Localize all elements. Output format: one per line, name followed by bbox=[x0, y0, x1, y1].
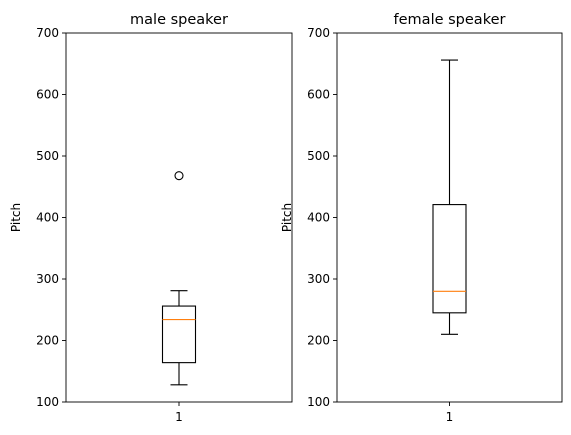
male-y-tick-label: 300 bbox=[36, 272, 59, 286]
female-y-tick-label: 100 bbox=[307, 395, 330, 409]
female-y-tick-label: 700 bbox=[307, 26, 330, 40]
female-y-tick-label: 500 bbox=[307, 149, 330, 163]
male-y-axis-label: Pitch bbox=[9, 203, 23, 232]
male-x-tick-label: 1 bbox=[175, 410, 183, 424]
male-outlier bbox=[174, 171, 184, 181]
male-y-tick-label: 100 bbox=[36, 395, 59, 409]
male-y-tick-label: 400 bbox=[36, 211, 59, 225]
female-y-axis-label: Pitch bbox=[280, 203, 294, 232]
female-x-tick-label: 1 bbox=[446, 410, 454, 424]
male-speaker-panel: male speaker 100 200 300 400 500 600 700 Pitch 1 bbox=[9, 12, 293, 424]
female-speaker-panel: female speaker 100 200 300 400 500 600 700 Pitch… bbox=[280, 12, 563, 424]
male-box bbox=[161, 305, 197, 364]
male-y-tick-label: 500 bbox=[36, 149, 59, 163]
female-y-tick-label: 300 bbox=[307, 272, 330, 286]
female-box bbox=[432, 204, 467, 314]
female-y-tick-label: 600 bbox=[307, 88, 330, 102]
male-y-tick-label: 700 bbox=[36, 26, 59, 40]
male-chart-title: male speaker bbox=[130, 12, 228, 28]
female-y-tick-label: 200 bbox=[307, 334, 330, 348]
male-y-tick-label: 200 bbox=[36, 334, 59, 348]
female-chart-title: female speaker bbox=[394, 12, 506, 28]
female-y-tick-label: 400 bbox=[307, 211, 330, 225]
male-y-tick-label: 600 bbox=[36, 88, 59, 102]
male-plot-frame bbox=[65, 32, 293, 403]
